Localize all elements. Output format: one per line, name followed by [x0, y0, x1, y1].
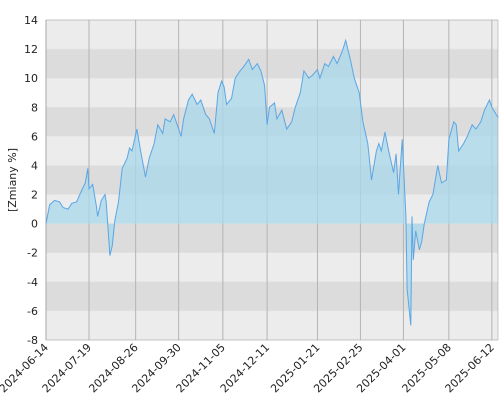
- y-axis-label: [Zmiany %]: [6, 148, 19, 212]
- grid-band: [46, 20, 498, 50]
- grid-band: [46, 310, 498, 340]
- y-tick-label: -2: [27, 247, 38, 260]
- y-tick-label: 0: [31, 218, 38, 231]
- plot-border: [45, 19, 499, 341]
- y-tick-label: 6: [31, 130, 38, 143]
- grid-band: [46, 49, 498, 79]
- y-tick-label: 2: [31, 189, 38, 202]
- y-tick-label: -8: [27, 334, 38, 347]
- y-tick-label: 8: [31, 101, 38, 114]
- grid-band: [46, 78, 498, 108]
- grid-band: [46, 281, 498, 311]
- y-tick-label: 12: [24, 43, 38, 56]
- line: [45, 38, 499, 326]
- grid-band: [46, 252, 498, 282]
- y-tick-label: 4: [31, 159, 38, 172]
- y-tick-label: -6: [27, 305, 38, 318]
- area: [46, 40, 498, 326]
- y-tick-label: 10: [24, 72, 38, 85]
- y-tick-label: 14: [24, 14, 38, 27]
- y-tick-label: -4: [27, 276, 38, 289]
